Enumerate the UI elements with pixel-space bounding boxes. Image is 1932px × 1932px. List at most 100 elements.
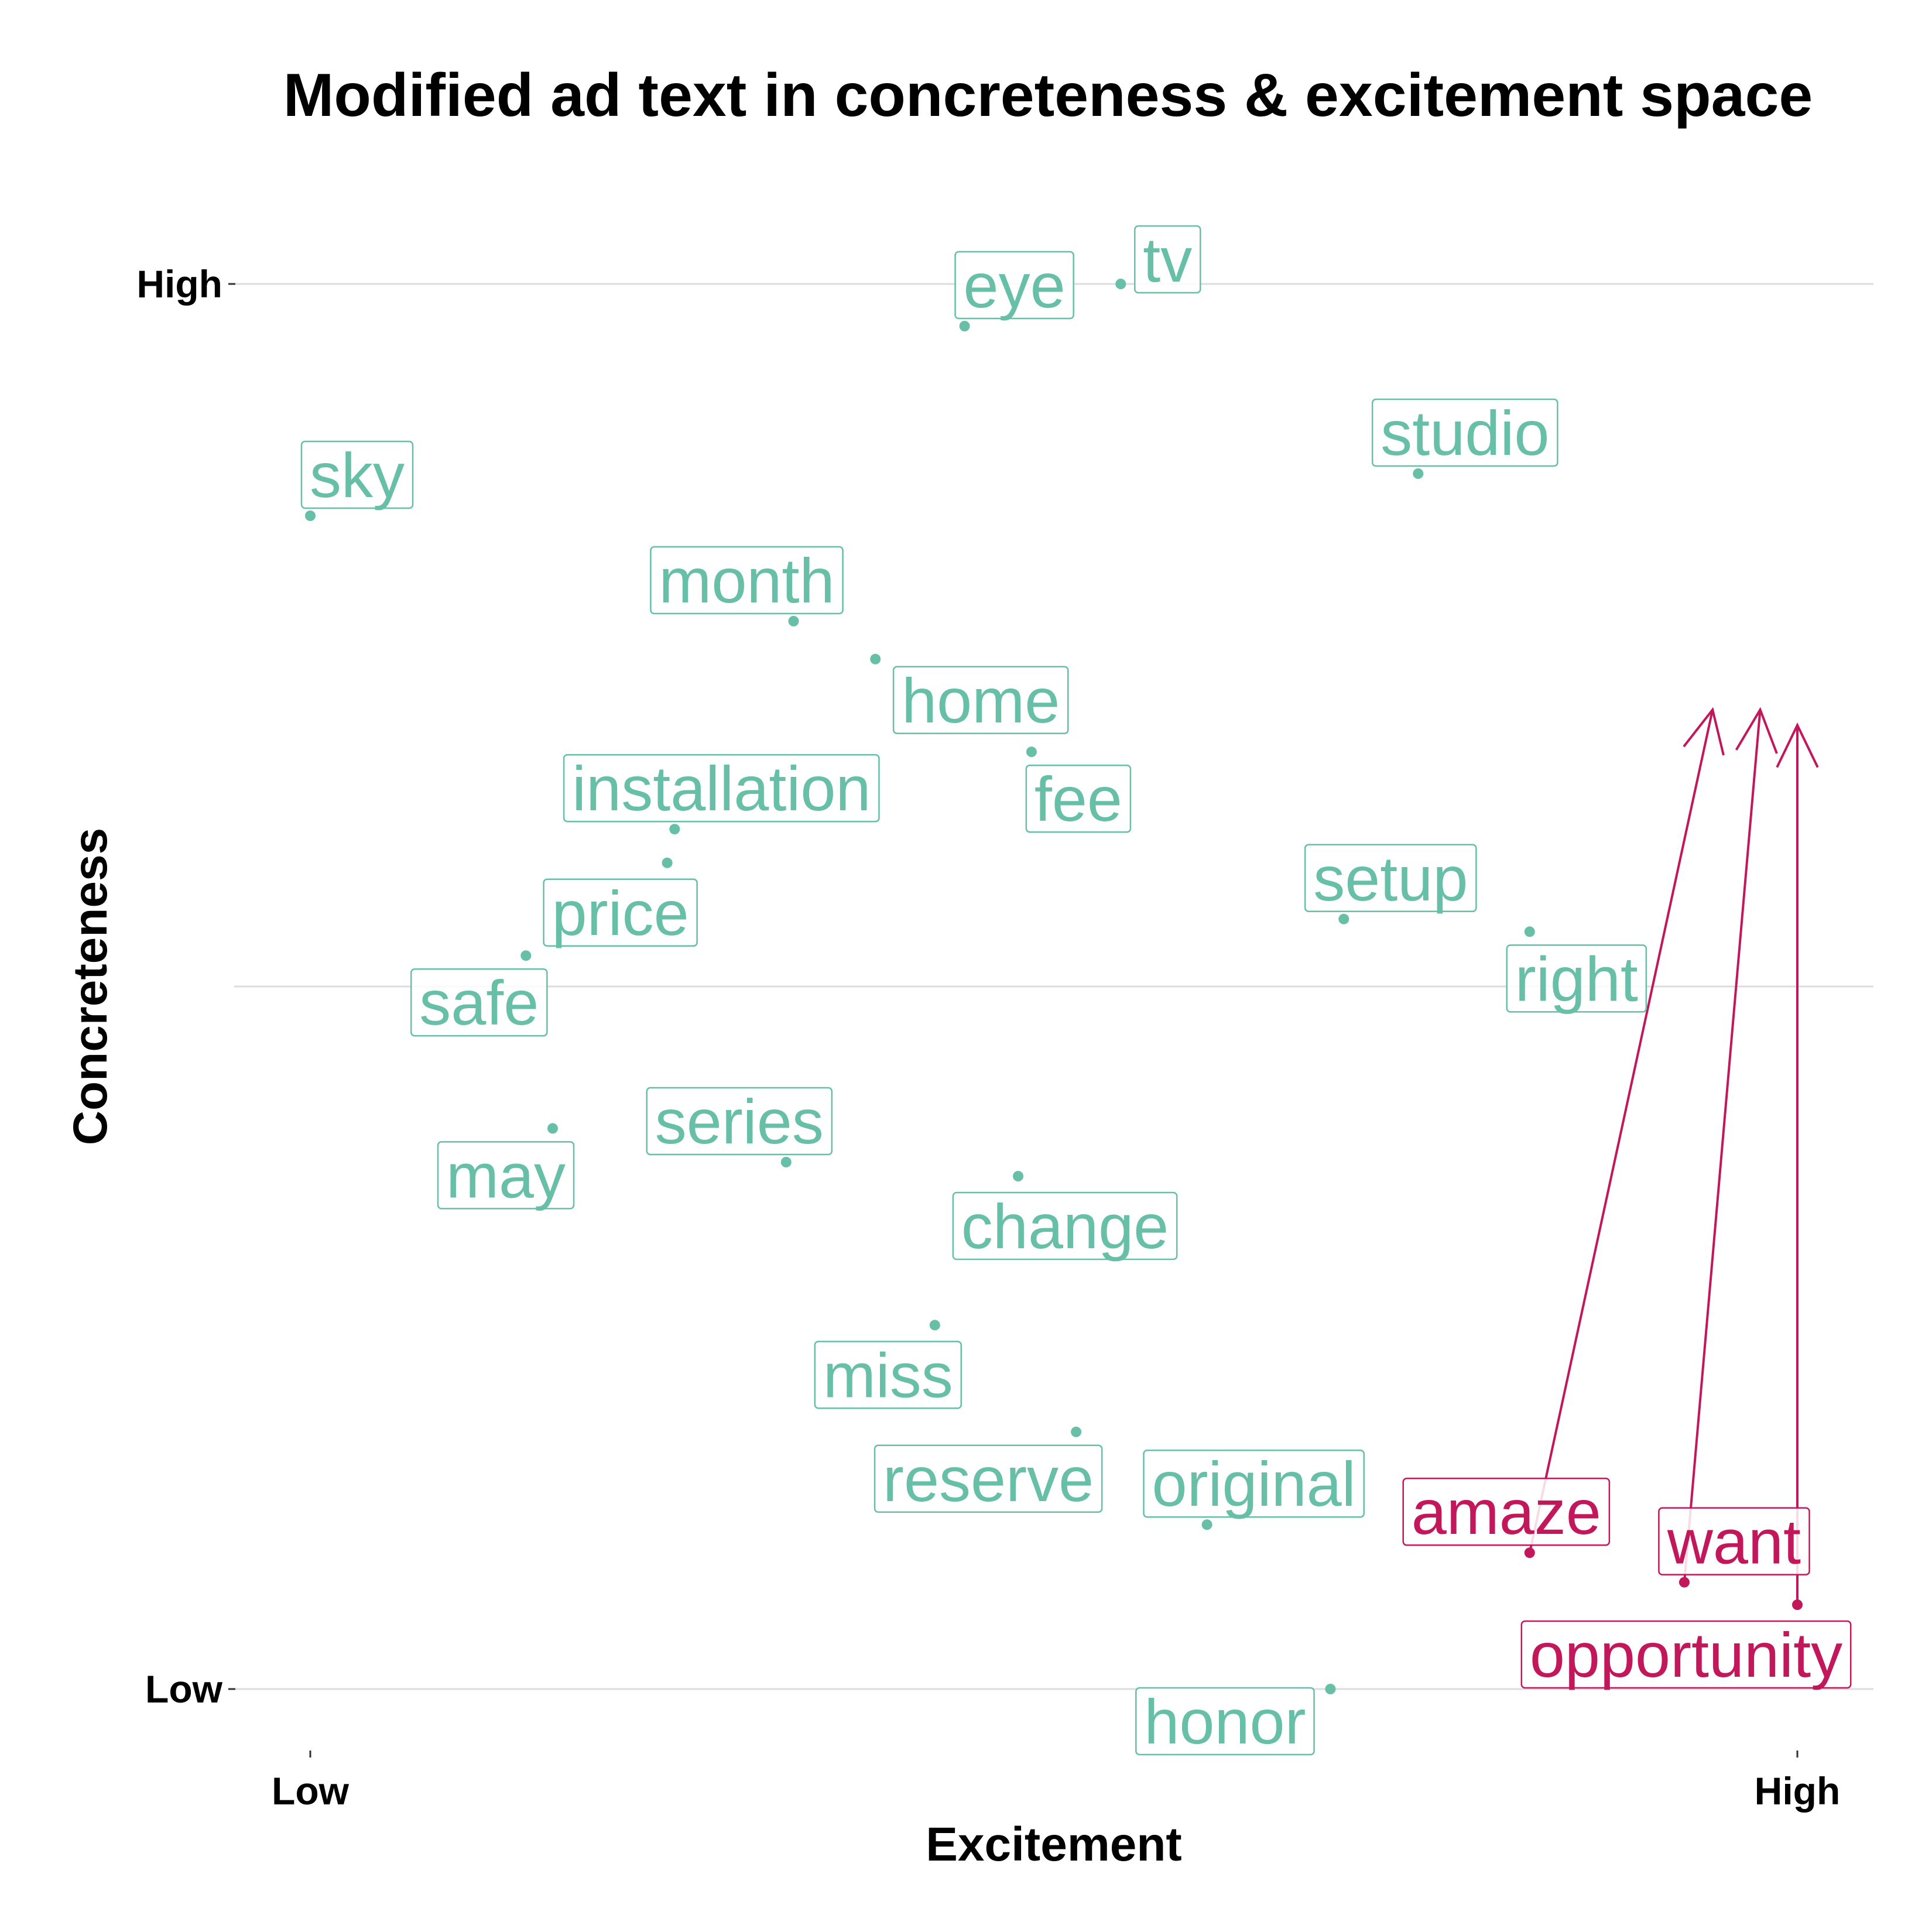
point-price (662, 857, 673, 868)
label-fee: fee (1025, 763, 1132, 834)
label-layer: tv eye studio sky month home fee installation pr… (300, 224, 1852, 1757)
point-opportunity (1792, 1599, 1803, 1610)
label-series: series (646, 1086, 833, 1157)
label-text-price: price (552, 878, 689, 948)
label-text-month: month (659, 545, 834, 616)
arrow-layer (1528, 707, 1819, 1605)
label-miss: miss (814, 1340, 962, 1410)
label-box-opportunity (1520, 1620, 1852, 1689)
point-honor (1325, 1684, 1336, 1694)
label-box-change (952, 1191, 1178, 1260)
label-box-month (650, 546, 844, 615)
arrow-shaft-want (1683, 710, 1762, 1582)
label-text-want: want (1667, 1506, 1801, 1577)
label-studio: studio (1371, 398, 1558, 468)
y-axis-title: Concreteness (64, 828, 117, 1145)
label-box-series (646, 1087, 833, 1156)
point-tv (1115, 279, 1126, 289)
label-amaze: amaze (1402, 1477, 1611, 1547)
arrow-head-amaze (1683, 707, 1725, 756)
label-box-tv (1134, 225, 1201, 294)
label-box-reserve (873, 1444, 1103, 1513)
point-safe (520, 950, 532, 961)
label-text-honor: honor (1144, 1686, 1306, 1757)
label-box-studio (1371, 398, 1558, 467)
label-text-may: may (446, 1140, 566, 1211)
x-tick-label: High (1755, 1769, 1841, 1813)
label-setup: setup (1304, 843, 1477, 914)
point-series (780, 1157, 792, 1167)
label-reserve: reserve (873, 1444, 1103, 1515)
point-may (547, 1123, 559, 1134)
point-installation (669, 824, 680, 835)
label-box-safe (410, 968, 548, 1037)
point-home (870, 653, 881, 664)
point-original (1201, 1519, 1212, 1530)
label-box-original (1143, 1449, 1365, 1518)
arrow-shaft-amaze (1528, 709, 1714, 1553)
label-month: month (650, 545, 844, 616)
label-sky: sky (300, 440, 414, 511)
arrow-head-opportunity (1776, 722, 1819, 768)
point-month (788, 616, 799, 626)
label-safe: safe (410, 967, 548, 1038)
label-tv: tv (1134, 224, 1201, 295)
label-text-reserve: reserve (883, 1444, 1094, 1515)
label-honor: honor (1135, 1686, 1315, 1757)
label-text-right: right (1515, 943, 1638, 1014)
y-tick-label: High (136, 262, 222, 306)
label-change: change (952, 1191, 1178, 1262)
label-opportunity: opportunity (1520, 1619, 1852, 1690)
point-want (1678, 1577, 1690, 1588)
label-text-amaze: amaze (1412, 1477, 1601, 1547)
label-home: home (892, 665, 1069, 736)
label-may: may (437, 1140, 575, 1211)
label-text-studio: studio (1381, 398, 1549, 468)
point-change (1013, 1171, 1024, 1181)
axis-layer: Low High Low High (136, 262, 1840, 1813)
point-sky (305, 511, 316, 521)
label-box-want (1658, 1507, 1810, 1575)
point-miss (929, 1320, 940, 1331)
label-box-miss (814, 1341, 962, 1409)
label-text-miss: miss (823, 1340, 953, 1410)
point-setup (1338, 913, 1349, 924)
label-text-safe: safe (419, 967, 539, 1038)
label-want: want (1658, 1506, 1810, 1577)
label-box-fee (1025, 764, 1132, 833)
label-text-change: change (961, 1191, 1169, 1262)
label-text-original: original (1152, 1448, 1356, 1519)
label-installation: installation (563, 753, 880, 824)
label-box-installation (563, 753, 880, 823)
point-eye (959, 321, 970, 331)
label-text-tv: tv (1143, 224, 1192, 295)
point-right (1524, 926, 1535, 937)
label-box-honor (1135, 1687, 1315, 1756)
label-box-eye (954, 251, 1074, 320)
label-text-setup: setup (1313, 843, 1468, 914)
arrow-head-want (1735, 707, 1778, 754)
label-box-amaze (1402, 1477, 1611, 1546)
label-right: right (1506, 943, 1647, 1014)
label-text-installation: installation (572, 753, 871, 824)
point-fee (1026, 746, 1037, 758)
x-axis-title: Excitement (926, 1818, 1182, 1871)
label-box-sky (300, 440, 414, 509)
label-text-series: series (655, 1086, 824, 1157)
y-tick-label: Low (145, 1667, 223, 1711)
point-studio (1413, 468, 1424, 479)
point-amaze (1524, 1547, 1535, 1558)
label-eye: eye (954, 250, 1074, 321)
point-layer (305, 279, 1803, 1694)
label-price: price (543, 878, 698, 948)
x-tick-label: Low (272, 1769, 350, 1813)
label-box-home (892, 666, 1069, 735)
label-box-price (543, 878, 698, 947)
label-box-right (1506, 944, 1647, 1013)
label-text-sky: sky (310, 440, 405, 511)
point-reserve (1071, 1426, 1082, 1437)
label-box-may (437, 1141, 575, 1210)
label-box-setup (1304, 844, 1477, 913)
label-text-opportunity: opportunity (1530, 1619, 1842, 1690)
